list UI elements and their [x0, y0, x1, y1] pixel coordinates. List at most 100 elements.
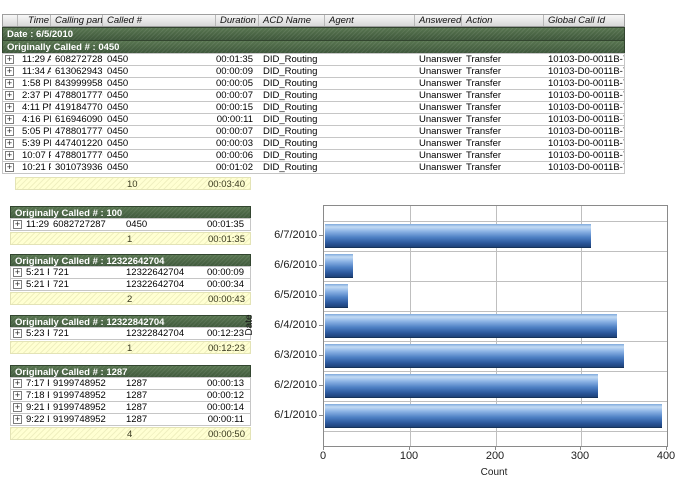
- calling-party-cell: 721: [53, 328, 69, 339]
- column-header-calling-party[interactable]: Calling party #: [51, 15, 103, 26]
- calling-party-cell: 4788017770: [55, 150, 103, 161]
- call-row[interactable]: +4:11 PM 4191847701 0450 00:00:15 DID_Routin…: [2, 101, 625, 114]
- call-row[interactable]: +5:23 PM 721 12322842704 00:12:23: [10, 327, 251, 340]
- summary-count: 1: [127, 234, 133, 245]
- originally-called-group-band[interactable]: Originally Called # : 1287: [10, 365, 251, 378]
- bar-6-3-2010: [325, 344, 624, 368]
- expand-icon[interactable]: +: [5, 162, 14, 172]
- answered-cell: Unanswered: [419, 150, 462, 161]
- expand-icon[interactable]: +: [5, 126, 14, 136]
- call-row[interactable]: +7:17 PM 9199748952 1287 00:00:13: [10, 377, 251, 390]
- column-header-called[interactable]: Called #: [103, 15, 216, 26]
- expand-icon[interactable]: +: [5, 66, 14, 76]
- column-header-spacer: [3, 15, 18, 26]
- expand-icon[interactable]: +: [5, 54, 14, 64]
- global-call-id-cell: 10103-D0-0011B-77E: [548, 150, 624, 161]
- y-axis-label: 6/2/2010: [274, 379, 317, 391]
- acd-name-cell: DID_Routing: [263, 102, 318, 113]
- expand-icon[interactable]: +: [13, 402, 22, 412]
- column-header-agent[interactable]: Agent: [325, 15, 415, 26]
- calling-party-cell: 9199748952: [53, 378, 106, 389]
- call-row[interactable]: +5:05 PM 4788017770 0450 00:00:07 DID_Routin…: [2, 125, 625, 138]
- expand-icon[interactable]: +: [13, 414, 22, 424]
- call-row[interactable]: +5:39 PM 4474012204 0450 00:00:03 DID_Routin…: [2, 137, 625, 150]
- call-row[interactable]: +11:34 AM 6130629432 0450 00:00:09 DID_Routi…: [2, 65, 625, 78]
- expand-icon[interactable]: +: [5, 90, 14, 100]
- summary-count: 4: [127, 429, 133, 440]
- call-row[interactable]: +4:16 PM 6169460905 0450 00:00:11 DID_Routin…: [2, 113, 625, 126]
- group-summary-row: 1 00:12:23: [10, 341, 251, 354]
- column-header-global-call-id[interactable]: Global Call Id: [548, 15, 606, 26]
- group-summary-row: 1 00:01:35: [10, 232, 251, 245]
- duration-cell: 00:00:03: [216, 138, 253, 149]
- expand-icon[interactable]: +: [5, 114, 14, 124]
- expand-icon[interactable]: +: [5, 78, 14, 88]
- call-row[interactable]: +10:21 PM 3010739363 0450 00:01:02 DID_Routi…: [2, 161, 625, 174]
- answered-cell: Unanswered: [419, 102, 462, 113]
- originally-called-group-band[interactable]: Originally Called # : 100: [10, 206, 251, 219]
- call-row[interactable]: +11:29 AM 6082727287 0450 00:01:35 DID_Routi…: [2, 53, 625, 66]
- duration-cell: 00:00:12: [207, 390, 244, 401]
- originally-called-group-band[interactable]: Originally Called # : 12322842704: [10, 315, 251, 328]
- call-row[interactable]: +9:21 PM 9199748952 1287 00:00:14: [10, 401, 251, 414]
- calling-party-cell: 4788017770: [55, 90, 103, 101]
- call-row[interactable]: +2:37 PM 4788017770 0450 00:00:07 DID_Routin…: [2, 89, 625, 102]
- duration-cell: 00:00:14: [207, 402, 244, 413]
- global-call-id-cell: 10103-D0-0011B-768: [548, 54, 624, 65]
- call-row[interactable]: +9:22 PM 9199748952 1287 00:00:11: [10, 413, 251, 426]
- call-row[interactable]: +5:21 PM 721 12322642704 00:00:09: [10, 266, 251, 279]
- call-row[interactable]: +1:58 PM 8439999581 0450 00:00:05 DID_Routin…: [2, 77, 625, 90]
- column-header-duration[interactable]: Duration: [216, 15, 259, 26]
- x-axis-label: 200: [485, 450, 505, 462]
- agent-cell: [325, 114, 415, 125]
- expand-icon[interactable]: +: [13, 390, 22, 400]
- column-header-acd-name[interactable]: ACD Name: [259, 15, 325, 26]
- originally-called-group-band[interactable]: Originally Called # : 0450: [2, 40, 625, 53]
- bar-6-4-2010: [325, 314, 617, 338]
- time-cell: 5:23 PM: [26, 328, 49, 339]
- acd-name-cell: DID_Routing: [263, 78, 318, 89]
- duration-cell: 00:00:15: [216, 102, 253, 113]
- originally-called-group-band[interactable]: Originally Called # : 12322642704: [10, 254, 251, 267]
- call-row[interactable]: +5:21 PM 721 12322642704 00:00:34: [10, 278, 251, 291]
- calling-party-cell: 6082727287: [55, 54, 103, 65]
- expand-icon[interactable]: +: [13, 378, 22, 388]
- bar-6-1-2010: [325, 404, 662, 428]
- expand-icon[interactable]: +: [5, 138, 14, 148]
- action-cell: Transfer: [466, 114, 502, 125]
- action-cell: Transfer: [466, 162, 502, 173]
- expand-icon[interactable]: +: [5, 102, 14, 112]
- calling-party-cell: 721: [53, 267, 69, 278]
- action-cell: Transfer: [466, 54, 502, 65]
- y-axis-label: 6/6/2010: [274, 259, 317, 271]
- time-cell: 5:21 PM: [26, 267, 49, 278]
- call-row[interactable]: +10:07 PM 4788017770 0450 00:00:06 DID_Routi…: [2, 149, 625, 162]
- date-group-band[interactable]: Date : 6/5/2010: [2, 27, 625, 40]
- called-cell: 0450: [107, 66, 129, 77]
- expand-icon[interactable]: +: [13, 219, 22, 229]
- expand-icon[interactable]: +: [13, 328, 22, 338]
- calling-party-cell: 8439999581: [55, 78, 103, 89]
- answered-cell: Unanswered: [419, 114, 462, 125]
- time-cell: 4:11 PM: [22, 102, 51, 113]
- time-cell: 5:39 PM: [22, 138, 51, 149]
- expand-icon[interactable]: +: [5, 150, 14, 160]
- call-row[interactable]: +7:18 PM 9199748952 1287 00:00:12: [10, 389, 251, 402]
- column-header-action[interactable]: Action: [462, 15, 544, 26]
- answered-cell: Unanswered: [419, 90, 462, 101]
- calling-party-cell: 3010739363: [55, 162, 103, 173]
- action-cell: Transfer: [466, 66, 502, 77]
- global-call-id-cell: 10103-D0-0011B-774: [548, 126, 624, 137]
- global-call-id-cell: 10103-D0-0011B-778: [548, 138, 624, 149]
- call-row[interactable]: +11:29 AM 6082727287 0450 00:01:35: [10, 218, 251, 231]
- y-axis-label: 6/7/2010: [274, 229, 317, 241]
- expand-icon[interactable]: +: [13, 267, 22, 277]
- column-header-answered[interactable]: Answered: [415, 15, 462, 26]
- called-cell: 0450: [107, 90, 129, 101]
- expand-icon[interactable]: +: [13, 279, 22, 289]
- action-cell: Transfer: [466, 102, 502, 113]
- column-header-time[interactable]: Time: [18, 15, 51, 26]
- expand-cell: +: [3, 138, 18, 149]
- expand-cell: +: [3, 102, 18, 113]
